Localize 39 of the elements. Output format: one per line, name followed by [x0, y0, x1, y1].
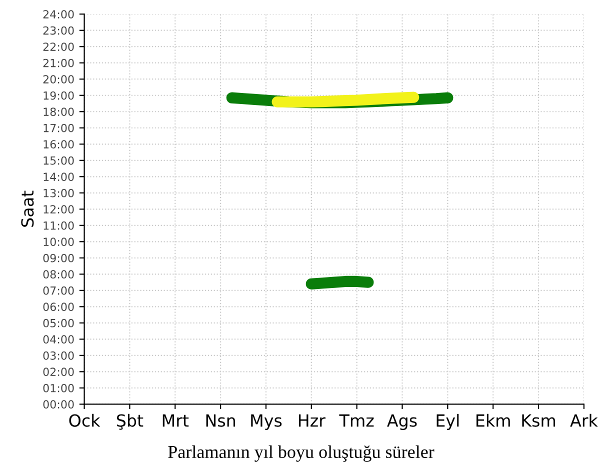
x-tick-label: Mrt — [162, 414, 189, 427]
y-tick-label: 06:00 — [43, 302, 74, 312]
y-tick-label: 15:00 — [44, 156, 74, 165]
y-tick-label: 23:00 — [43, 26, 74, 35]
y-tick-label: 11:00 — [44, 221, 74, 230]
y-axis-title: Saat — [21, 190, 34, 227]
x-tick-label: Eyl — [436, 414, 459, 430]
y-tick-label: 19:00 — [44, 91, 74, 100]
y-tick-label: 21:00 — [43, 58, 74, 68]
y-tick-label: 01:00 — [43, 384, 74, 392]
y-tick-label: 07:00 — [43, 286, 74, 295]
y-tick-label: 22:00 — [43, 42, 74, 51]
y-tick-label: 20:00 — [43, 75, 74, 84]
x-tick-label: Ksm — [522, 414, 556, 427]
y-tick-label: 18:00 — [44, 108, 74, 116]
x-tick-label: Ekm — [476, 414, 510, 427]
y-tick-label: 10:00 — [44, 238, 74, 246]
y-tick-label: 24:00 — [43, 10, 74, 18]
x-tick-label: Ags — [387, 414, 417, 430]
y-tick-label: 13:00 — [44, 188, 74, 198]
x-tick-label: Hzr — [298, 414, 326, 427]
y-tick-label: 00:00 — [43, 400, 74, 409]
x-tick-label: Şbt — [116, 414, 144, 430]
y-tick-label: 16:00 — [44, 140, 74, 149]
x-tick-label: Ark — [570, 414, 598, 427]
x-tick-label: Ock — [69, 414, 100, 427]
y-tick-label: 14:00 — [44, 172, 74, 182]
y-tick-label: 08:00 — [43, 270, 74, 279]
x-tick-label: Nsn — [206, 414, 235, 427]
text: Parlamanın yıl boyu oluştuğu süreler — [168, 445, 434, 462]
y-tick-label: 02:00 — [43, 368, 74, 376]
y-tick-label: 04:00 — [43, 335, 74, 344]
y-tick-label: 03:00 — [43, 351, 74, 360]
y-tick-label: 17:00 — [44, 124, 74, 132]
x-tick-label: Mys — [251, 414, 282, 430]
y-tick-label: 05:00 — [43, 318, 74, 328]
y-tick-label: 12:00 — [44, 205, 74, 214]
y-tick-label: 09:00 — [43, 254, 74, 262]
x-tick-label: Tmz — [339, 414, 374, 427]
